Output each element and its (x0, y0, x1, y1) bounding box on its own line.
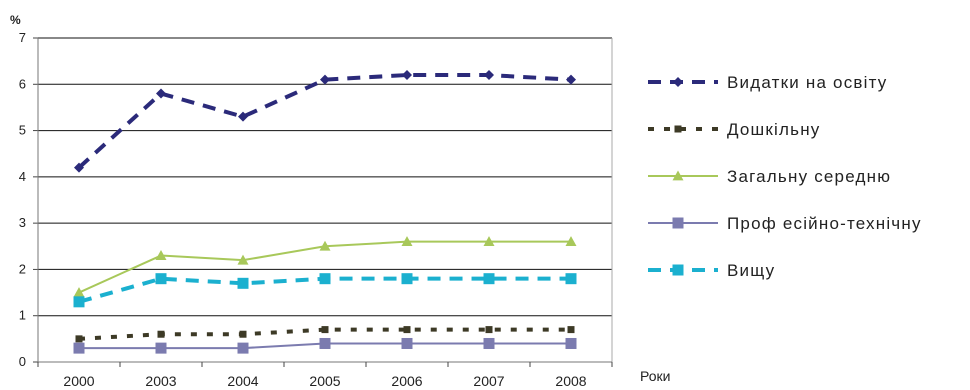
y-tick-label: 0 (19, 354, 26, 369)
data-point (567, 326, 575, 334)
series-layer (73, 70, 577, 354)
legend-item-0: Видатки на освіту (648, 73, 887, 92)
legend-item-3: Проф есійно-технічну (648, 214, 922, 233)
data-point (321, 326, 329, 334)
legend-swatch-marker (672, 264, 684, 276)
y-tick-label: 4 (19, 169, 26, 184)
data-point (237, 254, 249, 265)
y-tick-label: 6 (19, 76, 26, 91)
data-point (320, 74, 330, 85)
y-tick-label: 5 (19, 123, 26, 138)
data-point (73, 342, 85, 354)
legend-label: Дошкільну (727, 120, 820, 139)
data-point (483, 236, 495, 247)
data-point (155, 250, 167, 260)
data-point (483, 337, 495, 349)
y-axis-unit: % (10, 13, 21, 27)
legend-label: Видатки на освіту (727, 73, 887, 92)
y-tick-label: 3 (19, 215, 26, 230)
data-point (238, 111, 248, 122)
axes (33, 37, 613, 367)
data-point (565, 337, 577, 349)
data-point (401, 273, 413, 285)
data-point (74, 162, 84, 173)
data-point (75, 335, 83, 343)
x-axis-label: Роки (640, 368, 670, 384)
legend-item-4: Вищу (648, 261, 775, 280)
x-tick-label: 2003 (145, 373, 176, 389)
x-tick-labels: 2000 2003 2004 2005 2006 2007 2008 (63, 373, 586, 389)
x-tick-label: 2007 (473, 373, 504, 389)
legend: Видатки на освіту Дошкільну Загальну серед… (648, 73, 922, 280)
data-point (403, 326, 411, 334)
x-tick-label: 2006 (391, 373, 422, 389)
data-point (155, 342, 167, 354)
data-point (237, 342, 249, 354)
y-tick-label: 1 (19, 308, 26, 323)
legend-swatch-marker (672, 170, 684, 181)
legend-label: Проф есійно-технічну (727, 214, 922, 233)
data-point (401, 337, 413, 349)
series-2 (73, 236, 577, 297)
data-point (155, 273, 167, 285)
legend-label: Загальну середню (727, 167, 891, 186)
legend-swatch-marker (673, 77, 683, 87)
data-point (157, 330, 165, 338)
data-point (565, 236, 577, 247)
series-1 (75, 326, 575, 343)
data-point (485, 326, 493, 334)
legend-swatch-marker (672, 217, 684, 229)
legend-label: Вищу (727, 261, 775, 280)
y-tick-labels: 0 1 2 3 4 5 6 7 (19, 30, 26, 369)
data-point (401, 236, 413, 247)
legend-item-2: Загальну середню (648, 167, 891, 186)
data-point (484, 70, 494, 81)
series-0 (74, 70, 576, 173)
data-point (402, 70, 412, 81)
series-4 (73, 273, 577, 308)
data-point (566, 74, 576, 85)
data-point (73, 287, 85, 297)
data-point (73, 296, 85, 308)
series-line-0 (77, 73, 572, 170)
series-3 (73, 337, 577, 354)
x-tick-label: 2000 (63, 373, 94, 389)
data-point (239, 330, 247, 338)
data-point (483, 273, 495, 285)
data-point (319, 240, 331, 251)
x-tick-label: 2005 (309, 373, 340, 389)
y-tick-label: 2 (19, 261, 26, 276)
x-tick-label: 2008 (555, 373, 586, 389)
data-point (565, 273, 577, 285)
y-tick-label: 7 (19, 30, 26, 45)
legend-item-1: Дошкільну (648, 120, 820, 139)
data-point (156, 88, 166, 99)
legend-swatch-marker (674, 125, 682, 133)
data-point (237, 277, 249, 289)
x-tick-label: 2004 (227, 373, 258, 389)
data-point (319, 337, 331, 349)
data-point (319, 273, 331, 285)
